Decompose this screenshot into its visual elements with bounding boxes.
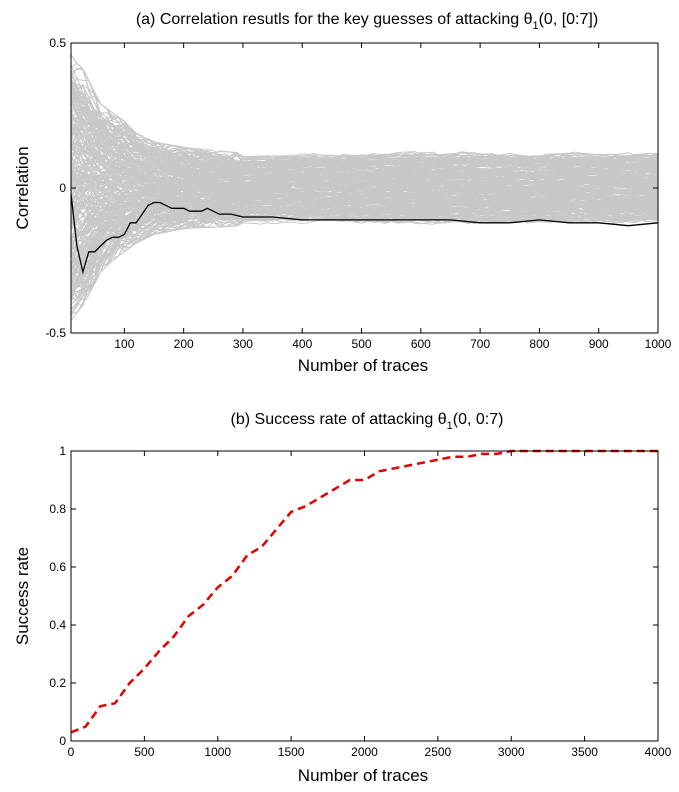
correlation-y-tick-label: -0.5: [45, 326, 66, 340]
wrong-key-guess-line: [70, 54, 659, 171]
correlation-x-tick-label: 100: [114, 337, 134, 351]
correlation-x-tick-label: 1000: [645, 337, 672, 351]
correlation-panel: (a) Correlation resutls for the key gues…: [13, 11, 672, 375]
correlation-x-tick-label: 500: [352, 337, 372, 351]
correlation-y-tick-label: 0.5: [49, 36, 66, 50]
wrong-key-guess-line: [70, 100, 659, 168]
wrong-key-guess-line: [70, 205, 659, 284]
success-rate-y-tick-label: 0.6: [49, 560, 66, 574]
success-rate-x-axis-label: Number of traces: [298, 766, 428, 785]
wrong-key-guess-line: [70, 214, 659, 311]
correlation-x-tick-label: 900: [589, 337, 609, 351]
success-rate-line: [70, 449, 658, 734]
success-rate-y-tick-label: 0.8: [49, 502, 66, 516]
correlation-x-tick-label: 800: [529, 337, 549, 351]
wrong-key-guess-line: [70, 214, 659, 306]
success-rate-x-tick-label: 500: [134, 745, 154, 759]
wrong-key-guess-line: [70, 119, 659, 185]
correlation-x-tick-label: 600: [411, 337, 431, 351]
success-rate-x-tick-label: 2500: [425, 745, 452, 759]
success-rate-x-tick-label: 2000: [351, 745, 378, 759]
success-rate-y-tick-label: 0.4: [49, 618, 66, 632]
success-rate-x-tick-label: 3500: [571, 745, 598, 759]
correlation-x-tick-label: 400: [292, 337, 312, 351]
success-rate-title: (b) Success rate of attacking θ1(0, 0:7): [231, 411, 504, 432]
correlation-x-tick-label: 300: [233, 337, 253, 351]
success-rate-x-tick-label: 1000: [204, 745, 231, 759]
success-rate-x-tick-label: 0: [68, 745, 75, 759]
success-rate-x-tick-label: 3000: [498, 745, 525, 759]
wrong-key-guess-line: [70, 186, 659, 208]
success-rate-y-tick-label: 1: [59, 444, 66, 458]
success-rate-x-tick-label: 4000: [645, 745, 672, 759]
correct-key-line: [70, 193, 659, 275]
success-rate-y-axis-label: Success rate: [13, 547, 32, 645]
success-rate-plot-frame: [70, 450, 659, 742]
correlation-y-tick-label: 0: [59, 181, 66, 195]
wrong-key-guess-line: [70, 216, 659, 317]
correlation-title: (a) Correlation resutls for the key gues…: [136, 11, 598, 32]
correlation-x-tick-label: 200: [174, 337, 194, 351]
wrong-key-guess-line: [70, 79, 659, 165]
success-rate-panel: (b) Success rate of attacking θ1(0, 0:7)…: [13, 411, 672, 785]
wrong-key-guess-line: [70, 64, 659, 161]
wrong-key-guess-line: [70, 216, 659, 314]
correlation-x-axis-label: Number of traces: [298, 356, 428, 375]
wrong-key-guess-line: [70, 54, 659, 163]
wrong-key-guess-line: [70, 145, 659, 192]
success-rate-x-tick-label: 1500: [278, 745, 305, 759]
correlation-x-tick-label: 700: [470, 337, 490, 351]
success-rate-y-tick-label: 0: [59, 734, 66, 748]
success-rate-y-tick-label: 0.2: [49, 676, 66, 690]
wrong-key-guess-line: [70, 213, 659, 293]
correlation-plot-frame: [70, 42, 659, 334]
correlation-y-axis-label: Correlation: [13, 146, 32, 229]
